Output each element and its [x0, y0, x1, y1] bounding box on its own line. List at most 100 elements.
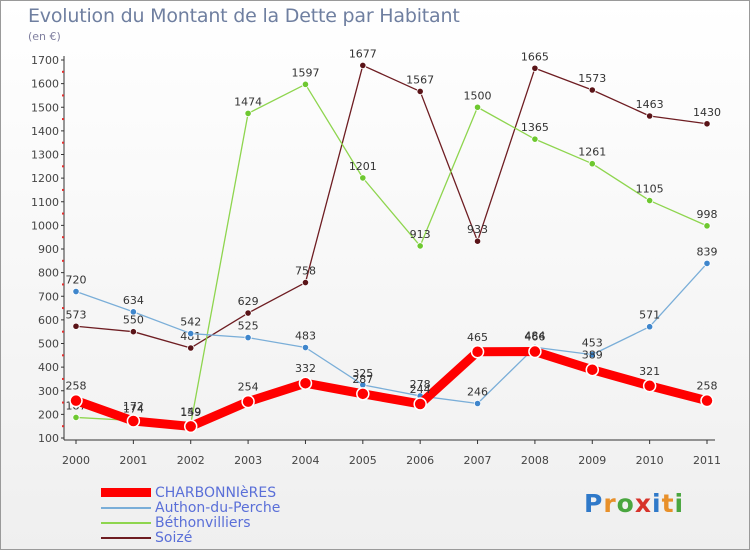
y-tick-label: 500 — [38, 338, 59, 351]
data-label: 525 — [238, 320, 259, 333]
data-point — [187, 329, 195, 338]
data-point — [183, 419, 198, 434]
data-point — [301, 80, 310, 88]
proxiti-logo: Proxiti — [584, 489, 684, 518]
data-point — [301, 278, 310, 287]
y-tick-label: 100 — [38, 432, 59, 445]
data-point — [413, 397, 427, 411]
data-label: 1665 — [521, 50, 549, 63]
y-tick-label: 1500 — [31, 101, 59, 114]
data-label: 998 — [697, 208, 718, 221]
data-label: 720 — [66, 274, 87, 287]
data-point — [416, 87, 424, 96]
data-label: 453 — [582, 337, 603, 350]
data-label: 913 — [410, 228, 431, 241]
y-tick-label: 1700 — [31, 54, 59, 67]
y-minor-tick — [62, 307, 64, 310]
data-point — [531, 64, 539, 72]
data-label: 1573 — [578, 72, 606, 85]
data-label: 1500 — [464, 89, 492, 102]
data-point — [298, 376, 313, 390]
data-point — [473, 399, 482, 408]
data-label: 1201 — [349, 160, 377, 173]
data-point — [359, 61, 367, 70]
x-tick-label: 2003 — [234, 454, 262, 467]
logo-letter: r — [603, 489, 617, 518]
data-label: 1261 — [578, 146, 606, 159]
y-minor-tick — [62, 165, 64, 168]
y-minor-tick — [62, 141, 64, 144]
series-line-authon-du-perche — [75, 262, 708, 405]
data-label: 258 — [697, 380, 718, 393]
y-minor-tick — [62, 70, 64, 73]
data-label: 325 — [352, 367, 373, 380]
data-point — [588, 351, 596, 359]
data-label: 634 — [123, 294, 144, 307]
data-label: 246 — [467, 386, 488, 399]
data-point — [69, 393, 83, 408]
data-point — [585, 362, 600, 377]
data-label: 1365 — [521, 121, 549, 134]
y-tick-label: 1100 — [31, 196, 59, 209]
data-point — [72, 287, 80, 296]
data-point — [528, 344, 542, 359]
y-minor-tick — [62, 118, 64, 121]
legend-swatch — [101, 506, 151, 509]
data-label: 1567 — [406, 73, 434, 86]
data-point — [646, 323, 654, 331]
data-label: 174 — [123, 403, 144, 416]
data-point — [703, 120, 711, 128]
y-tick-label: 1000 — [31, 219, 59, 232]
legend-item-charbonni-res: CHARBONNIèRES — [101, 484, 280, 501]
data-label: 1463 — [636, 98, 664, 111]
data-point — [646, 196, 654, 205]
data-label: 629 — [238, 295, 259, 308]
data-point — [588, 86, 596, 94]
logo-letter: i — [652, 489, 662, 518]
data-label: 321 — [639, 365, 660, 378]
legend-swatch — [101, 521, 151, 524]
data-label: 172 — [123, 400, 144, 413]
logo-letter: x — [634, 489, 652, 518]
data-point — [244, 333, 252, 342]
y-minor-tick — [62, 377, 64, 380]
legend-swatch — [101, 488, 151, 497]
data-point — [356, 387, 370, 401]
y-minor-tick — [62, 236, 64, 239]
data-label: 571 — [639, 309, 660, 322]
x-tick-label: 2008 — [521, 454, 549, 467]
legend-swatch — [101, 536, 151, 539]
data-point — [72, 322, 80, 330]
data-label: 278 — [410, 378, 431, 391]
data-point — [241, 394, 255, 409]
data-point — [301, 343, 310, 352]
logo-letter: P — [584, 489, 604, 518]
logo-letter: t — [661, 489, 675, 518]
legend-item-soiz-: Soizé — [101, 530, 280, 546]
data-point — [187, 344, 195, 352]
logo-letter: o — [616, 489, 635, 518]
y-tick-label: 1600 — [31, 78, 59, 91]
data-label: 1474 — [234, 95, 262, 108]
data-point — [700, 393, 714, 408]
data-point — [359, 174, 367, 182]
data-label: 159 — [180, 406, 201, 419]
chart-title: Evolution du Montant de la Dette par Hab… — [28, 5, 460, 27]
data-label: 1105 — [636, 183, 664, 196]
data-label: 389 — [582, 349, 603, 362]
data-label: 1430 — [693, 106, 721, 119]
y-tick-label: 700 — [38, 290, 59, 303]
data-label: 466 — [524, 331, 545, 344]
data-label: 332 — [295, 362, 316, 375]
legend-label: CHARBONNIèRES — [155, 484, 277, 501]
data-point — [416, 242, 424, 250]
data-point — [473, 237, 482, 245]
x-tick-label: 2009 — [578, 454, 606, 467]
data-label: 483 — [295, 330, 316, 343]
data-point — [646, 112, 654, 120]
logo-letter: i — [674, 489, 685, 518]
y-minor-tick — [62, 401, 64, 404]
data-point — [72, 413, 80, 422]
data-point — [642, 379, 657, 393]
x-tick-label: 2006 — [406, 454, 434, 467]
